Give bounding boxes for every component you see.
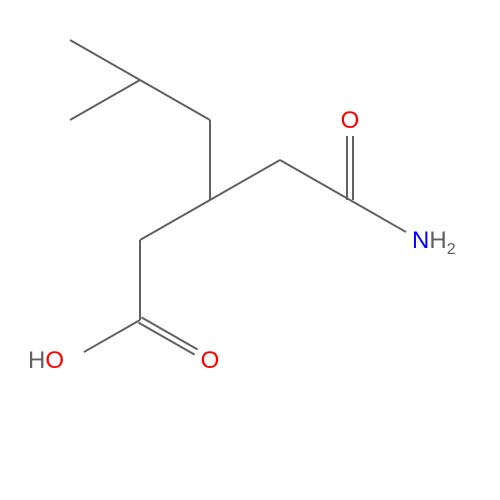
atom-label-N: NH2: [412, 227, 456, 258]
svg-text:O: O: [201, 347, 220, 374]
atom-label-O: O: [341, 107, 360, 134]
atom-label-O: HO: [28, 347, 64, 374]
bond-single: [140, 200, 210, 240]
bond-single: [140, 80, 210, 120]
bond-double: [139, 323, 195, 355]
bond-single: [210, 160, 280, 200]
chemical-structure-diagram: HO O O NH2: [0, 0, 500, 500]
svg-text:O: O: [341, 107, 360, 134]
bond-double: [141, 317, 197, 349]
bond-single: [70, 80, 140, 120]
bond-single: [84, 320, 140, 352]
svg-text:NH2: NH2: [412, 227, 456, 258]
bond-single: [70, 40, 140, 80]
atoms-group: HO O O NH2: [28, 107, 456, 374]
svg-text:HO: HO: [28, 347, 64, 374]
bond-single: [280, 160, 350, 200]
atom-label-O: O: [201, 347, 220, 374]
bond-single: [350, 200, 406, 232]
bonds-group: [70, 40, 406, 355]
